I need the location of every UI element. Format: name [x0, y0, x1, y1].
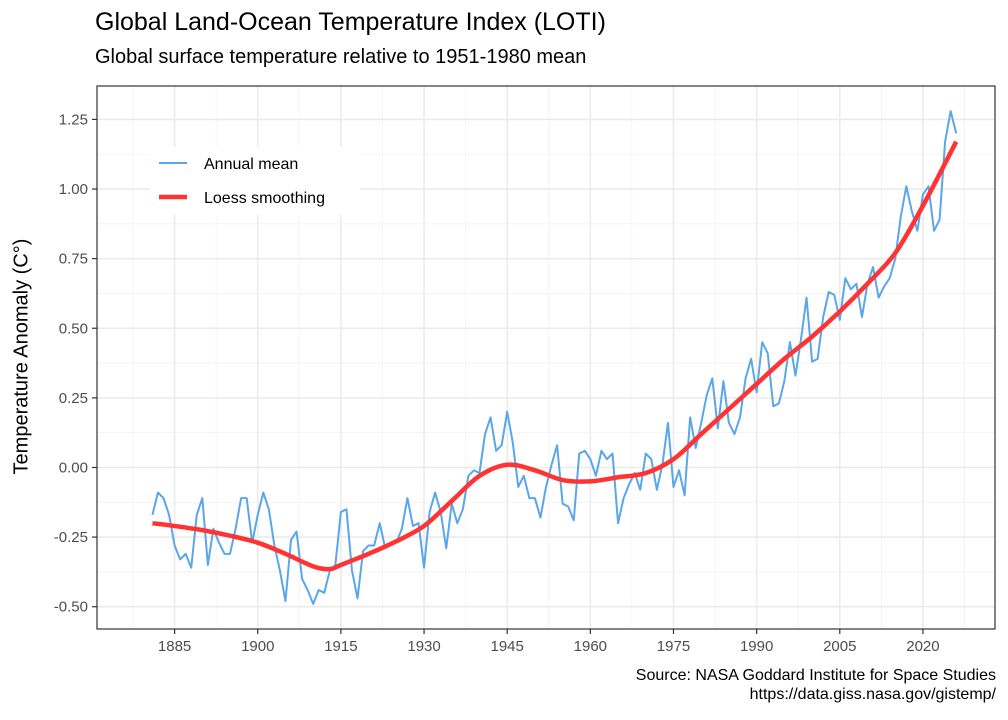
plot-border [96, 85, 996, 630]
chart-title: Global Land-Ocean Temperature Index (LOT… [95, 8, 606, 36]
annual-mean-line [151, 110, 958, 605]
x-tick-label: 2005 [823, 638, 856, 655]
x-tick-label: 1885 [158, 638, 191, 655]
y-tick-label: 0.00 [59, 459, 88, 476]
x-tick-label: 2020 [906, 638, 939, 655]
y-tick-label: 1.00 [59, 181, 88, 198]
y-tick-label: -0.50 [54, 599, 88, 616]
legend-label-loess: Loess smoothing [204, 190, 325, 207]
source-caption: Source: NASA Goddard Institute for Space… [635, 667, 996, 684]
y-tick-label: 0.50 [59, 320, 88, 337]
legend-label-annual-mean: Annual mean [204, 156, 298, 173]
chart-subtitle: Global surface temperature relative to 1… [95, 46, 587, 68]
x-tick-label: 1900 [241, 638, 274, 655]
x-tick-label: 1930 [407, 638, 440, 655]
x-tick-label: 1990 [740, 638, 773, 655]
y-tick-label: -0.25 [54, 529, 88, 546]
y-tick-label: 1.25 [59, 111, 88, 128]
source-url: https://data.giss.nasa.gov/gistemp/ [749, 686, 996, 703]
legend-box [150, 147, 360, 215]
x-tick-label: 1960 [574, 638, 607, 655]
x-tick-label: 1915 [324, 638, 357, 655]
loess-smoothing-line [152, 140, 959, 572]
x-tick-label: 1975 [657, 638, 690, 655]
y-tick-label: 0.75 [59, 251, 88, 268]
y-tick-label: 0.25 [59, 390, 88, 407]
x-tick-label: 1945 [491, 638, 524, 655]
